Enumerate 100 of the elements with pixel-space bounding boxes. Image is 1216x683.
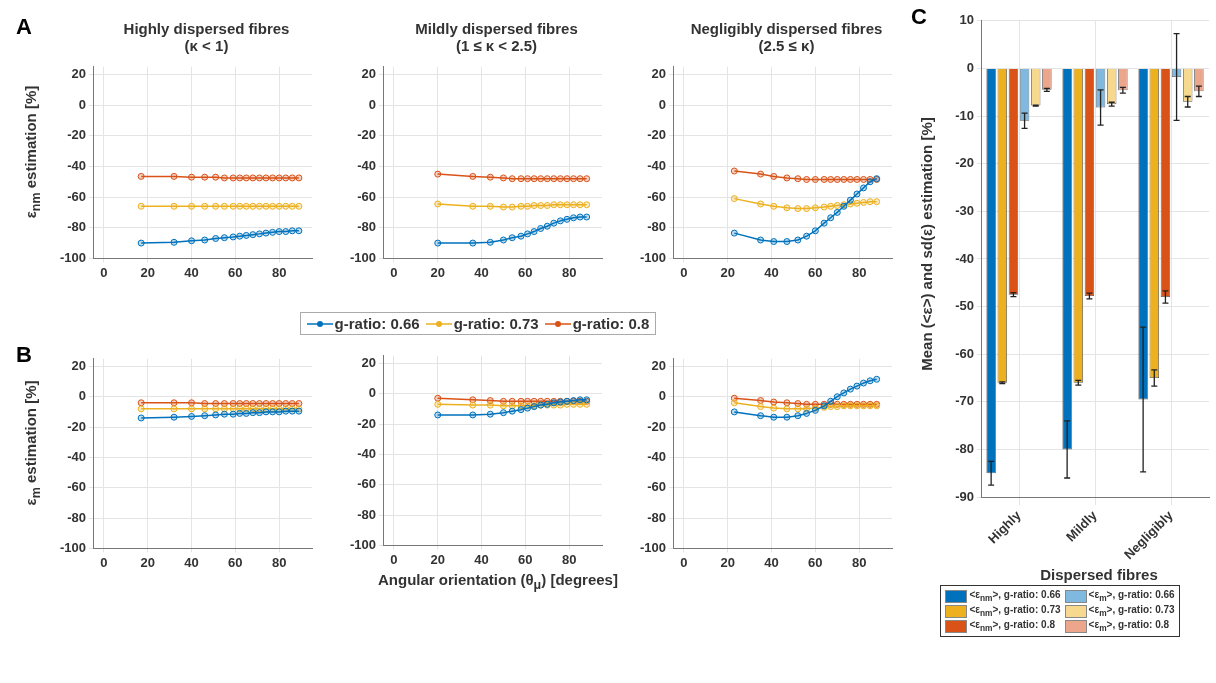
- y-tick-label: -80: [67, 509, 86, 525]
- y-tick-label: -20: [955, 155, 974, 171]
- chart-subtitle: (κ < 1): [184, 37, 229, 54]
- y-tick-label: -80: [67, 219, 86, 235]
- y-tick-label: 10: [959, 12, 974, 28]
- x-tick-label: 40: [764, 554, 779, 570]
- y-tick-label: -20: [647, 127, 666, 143]
- x-tick-label: 80: [851, 554, 867, 570]
- y-tick-label: -80: [955, 441, 974, 456]
- x-tick-label: 0: [390, 264, 398, 280]
- x-tick-label: 60: [518, 551, 533, 567]
- legend-label: g-ratio: 0.66: [334, 315, 420, 332]
- x-tick-label: 40: [474, 551, 489, 567]
- y-tick-label: -40: [67, 158, 86, 174]
- x-tick-label: 0: [680, 554, 688, 570]
- x-tick-label: 60: [228, 264, 243, 280]
- chart-subtitle: (2.5 ≤ κ): [757, 37, 816, 54]
- x-tick-label: 60: [228, 554, 243, 570]
- x-tick-label: 20: [430, 551, 445, 567]
- x-tick-label: 60: [808, 554, 823, 570]
- legend-label: <ε$_{m}$>, g-ratio: 0.73: [1088, 604, 1175, 618]
- y-tick-label: 20: [71, 357, 86, 373]
- y-axis-title: Mean (<ε>) and sd(ε) estimation [%]: [917, 116, 935, 371]
- y-tick-label: -20: [647, 418, 666, 434]
- y-tick-label: -20: [357, 415, 376, 431]
- y-tick-label: -80: [647, 219, 666, 235]
- y-tick-label: -60: [955, 345, 974, 361]
- chart-subtitle: (1 ≤ κ < 2.5): [454, 37, 539, 54]
- x-tick-label: 80: [271, 264, 287, 280]
- y-tick-label: -60: [357, 188, 376, 204]
- chart-title: Highly dispersed fibres: [123, 20, 290, 37]
- y-tick-label: -40: [67, 448, 86, 464]
- y-tick-label: -40: [955, 250, 974, 266]
- y-tick-label: -60: [357, 476, 376, 492]
- x-tick-label: 40: [764, 264, 779, 280]
- y-tick-label: 20: [361, 354, 376, 370]
- y-tick-label: -60: [647, 479, 666, 495]
- x-tick-label: 80: [561, 264, 577, 280]
- y-tick-label: 0: [966, 60, 974, 75]
- y-tick-label: -20: [67, 418, 86, 434]
- y-tick-label: -20: [67, 127, 86, 143]
- y-tick-label: -80: [357, 506, 376, 522]
- x-tick-label: 20: [720, 264, 735, 280]
- y-tick-label: 20: [71, 66, 86, 82]
- x-tick-label: 20: [430, 264, 445, 280]
- y-tick-label: 0: [368, 96, 376, 112]
- text: B: [16, 342, 32, 368]
- y-tick-label: -100: [59, 249, 86, 265]
- y-tick-label: -10: [955, 107, 974, 123]
- y-tick-label: -70: [955, 393, 974, 409]
- legend-label: <ε$_{nm}$>, g-ratio: 0.66: [969, 589, 1061, 603]
- y-tick-label: -100: [639, 249, 666, 265]
- y-tick-label: -80: [357, 219, 376, 235]
- y-tick-label: -60: [67, 479, 86, 495]
- x-tick-label: 60: [808, 264, 823, 280]
- y-tick-label: 20: [651, 357, 666, 373]
- y-tick-label: -60: [647, 188, 666, 204]
- y-tick-label: -100: [59, 539, 86, 555]
- y-tick-label: 0: [658, 96, 666, 112]
- x-tick-label: 0: [100, 554, 108, 570]
- legend-label: <ε$_{nm}$>, g-ratio: 0.8: [969, 619, 1055, 633]
- x-tick-label: 0: [390, 551, 398, 567]
- y-tick-label: -40: [647, 448, 666, 464]
- y-tick-label: 20: [361, 66, 376, 82]
- y-tick-label: -40: [357, 445, 376, 461]
- y-tick-label: -100: [349, 249, 376, 265]
- x-tick-label: 40: [184, 554, 199, 570]
- x-axis-title: Dispersed fibres: [1039, 566, 1159, 583]
- text: A: [16, 14, 32, 40]
- legend-label: g-ratio: 0.8: [572, 315, 650, 332]
- x-axis-title: Angular orientation (θ$_{μ}$) [degrees]: [377, 571, 618, 592]
- y-tick-label: -60: [67, 188, 86, 204]
- x-tick-label: 0: [100, 264, 108, 280]
- chart-title: Negligibly dispersed fibres: [689, 20, 884, 37]
- y-tick-label: 0: [78, 388, 86, 404]
- x-tick-label: 80: [851, 264, 867, 280]
- x-tick-label: 20: [140, 554, 155, 570]
- x-tick-label: 80: [271, 554, 287, 570]
- text: C: [911, 4, 927, 30]
- x-tick-label: 60: [518, 264, 533, 280]
- y-tick-label: -20: [357, 127, 376, 143]
- x-tick-label: 80: [561, 551, 577, 567]
- y-tick-label: 0: [658, 388, 666, 404]
- x-tick-label: 20: [140, 264, 155, 280]
- y-tick-label: 0: [78, 96, 86, 112]
- x-tick-label: 40: [184, 264, 199, 280]
- y-tick-label: -80: [647, 509, 666, 525]
- x-tick-label: 40: [474, 264, 489, 280]
- y-tick-label: 20: [651, 66, 666, 82]
- x-tick-label: 20: [720, 554, 735, 570]
- y-tick-label: -40: [357, 158, 376, 174]
- y-tick-label: -40: [647, 158, 666, 174]
- y-tick-label: -30: [955, 202, 974, 218]
- y-tick-label: -100: [349, 536, 376, 552]
- y-tick-label: -100: [639, 539, 666, 555]
- legend-label: <ε$_{m}$>, g-ratio: 0.66: [1088, 589, 1175, 603]
- legend-label: <ε$_{m}$>, g-ratio: 0.8: [1088, 619, 1170, 633]
- legend-label: g-ratio: 0.73: [453, 315, 539, 332]
- y-tick-label: -50: [955, 298, 974, 314]
- legend-label: <ε$_{nm}$>, g-ratio: 0.73: [969, 604, 1061, 618]
